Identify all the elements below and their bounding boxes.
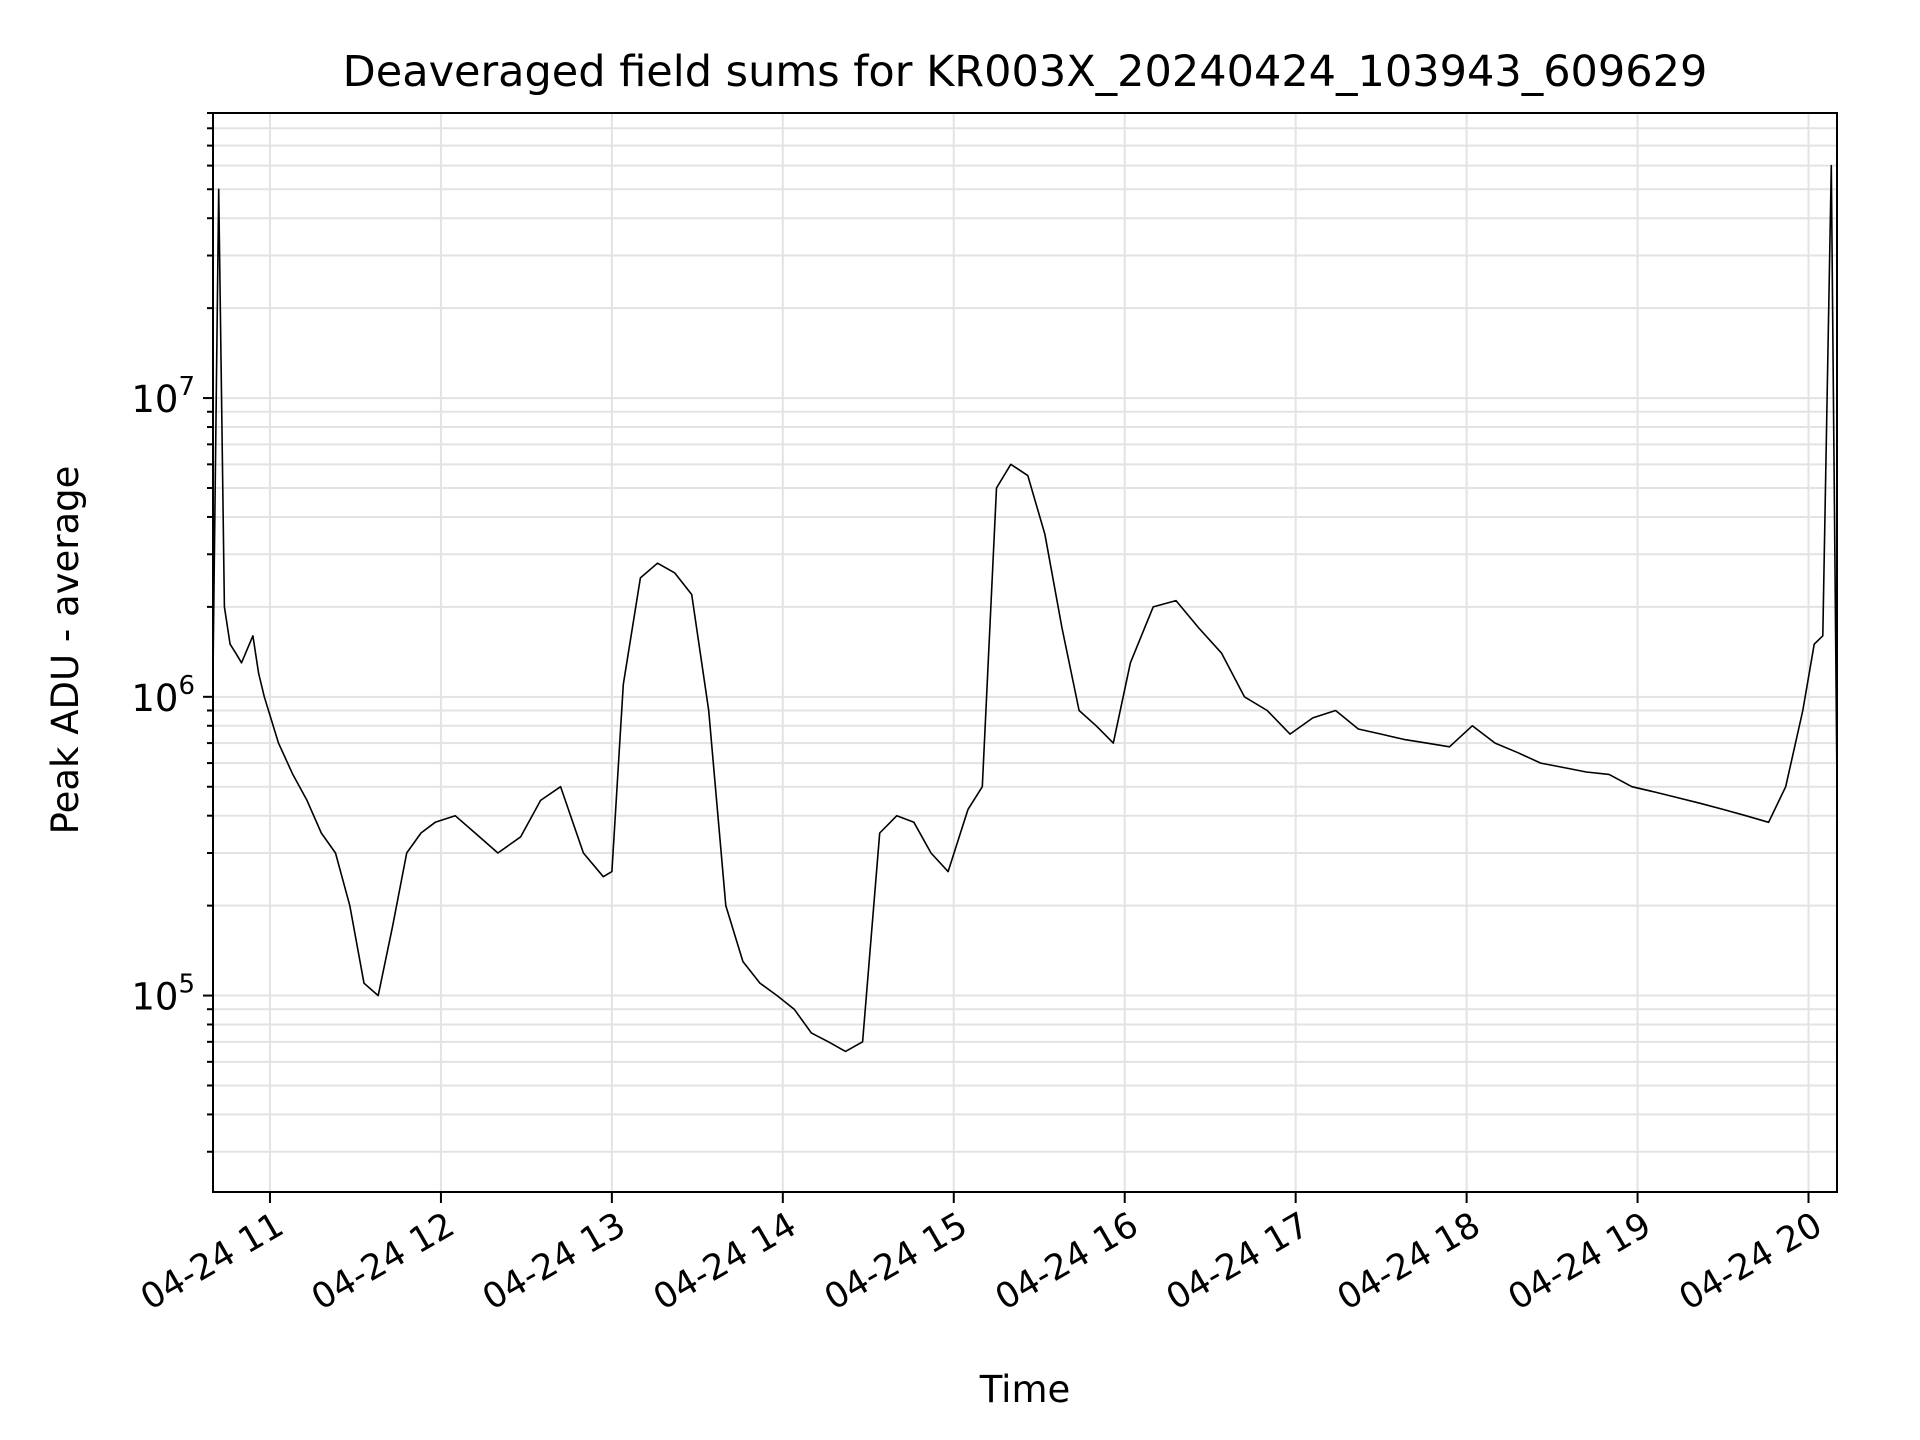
y-tick-label: 106 — [131, 671, 195, 720]
axes-frame — [212, 112, 1838, 1193]
x-axis-label: Time — [979, 1368, 1071, 1411]
y-tick-label: 107 — [131, 372, 195, 421]
y-tick-label: 105 — [131, 970, 195, 1019]
data-series-line — [212, 164, 1838, 1053]
y-axis-label: Peak ADU - average — [44, 466, 87, 835]
chart-title: Deaveraged field sums for KR003X_2024042… — [343, 47, 1708, 97]
